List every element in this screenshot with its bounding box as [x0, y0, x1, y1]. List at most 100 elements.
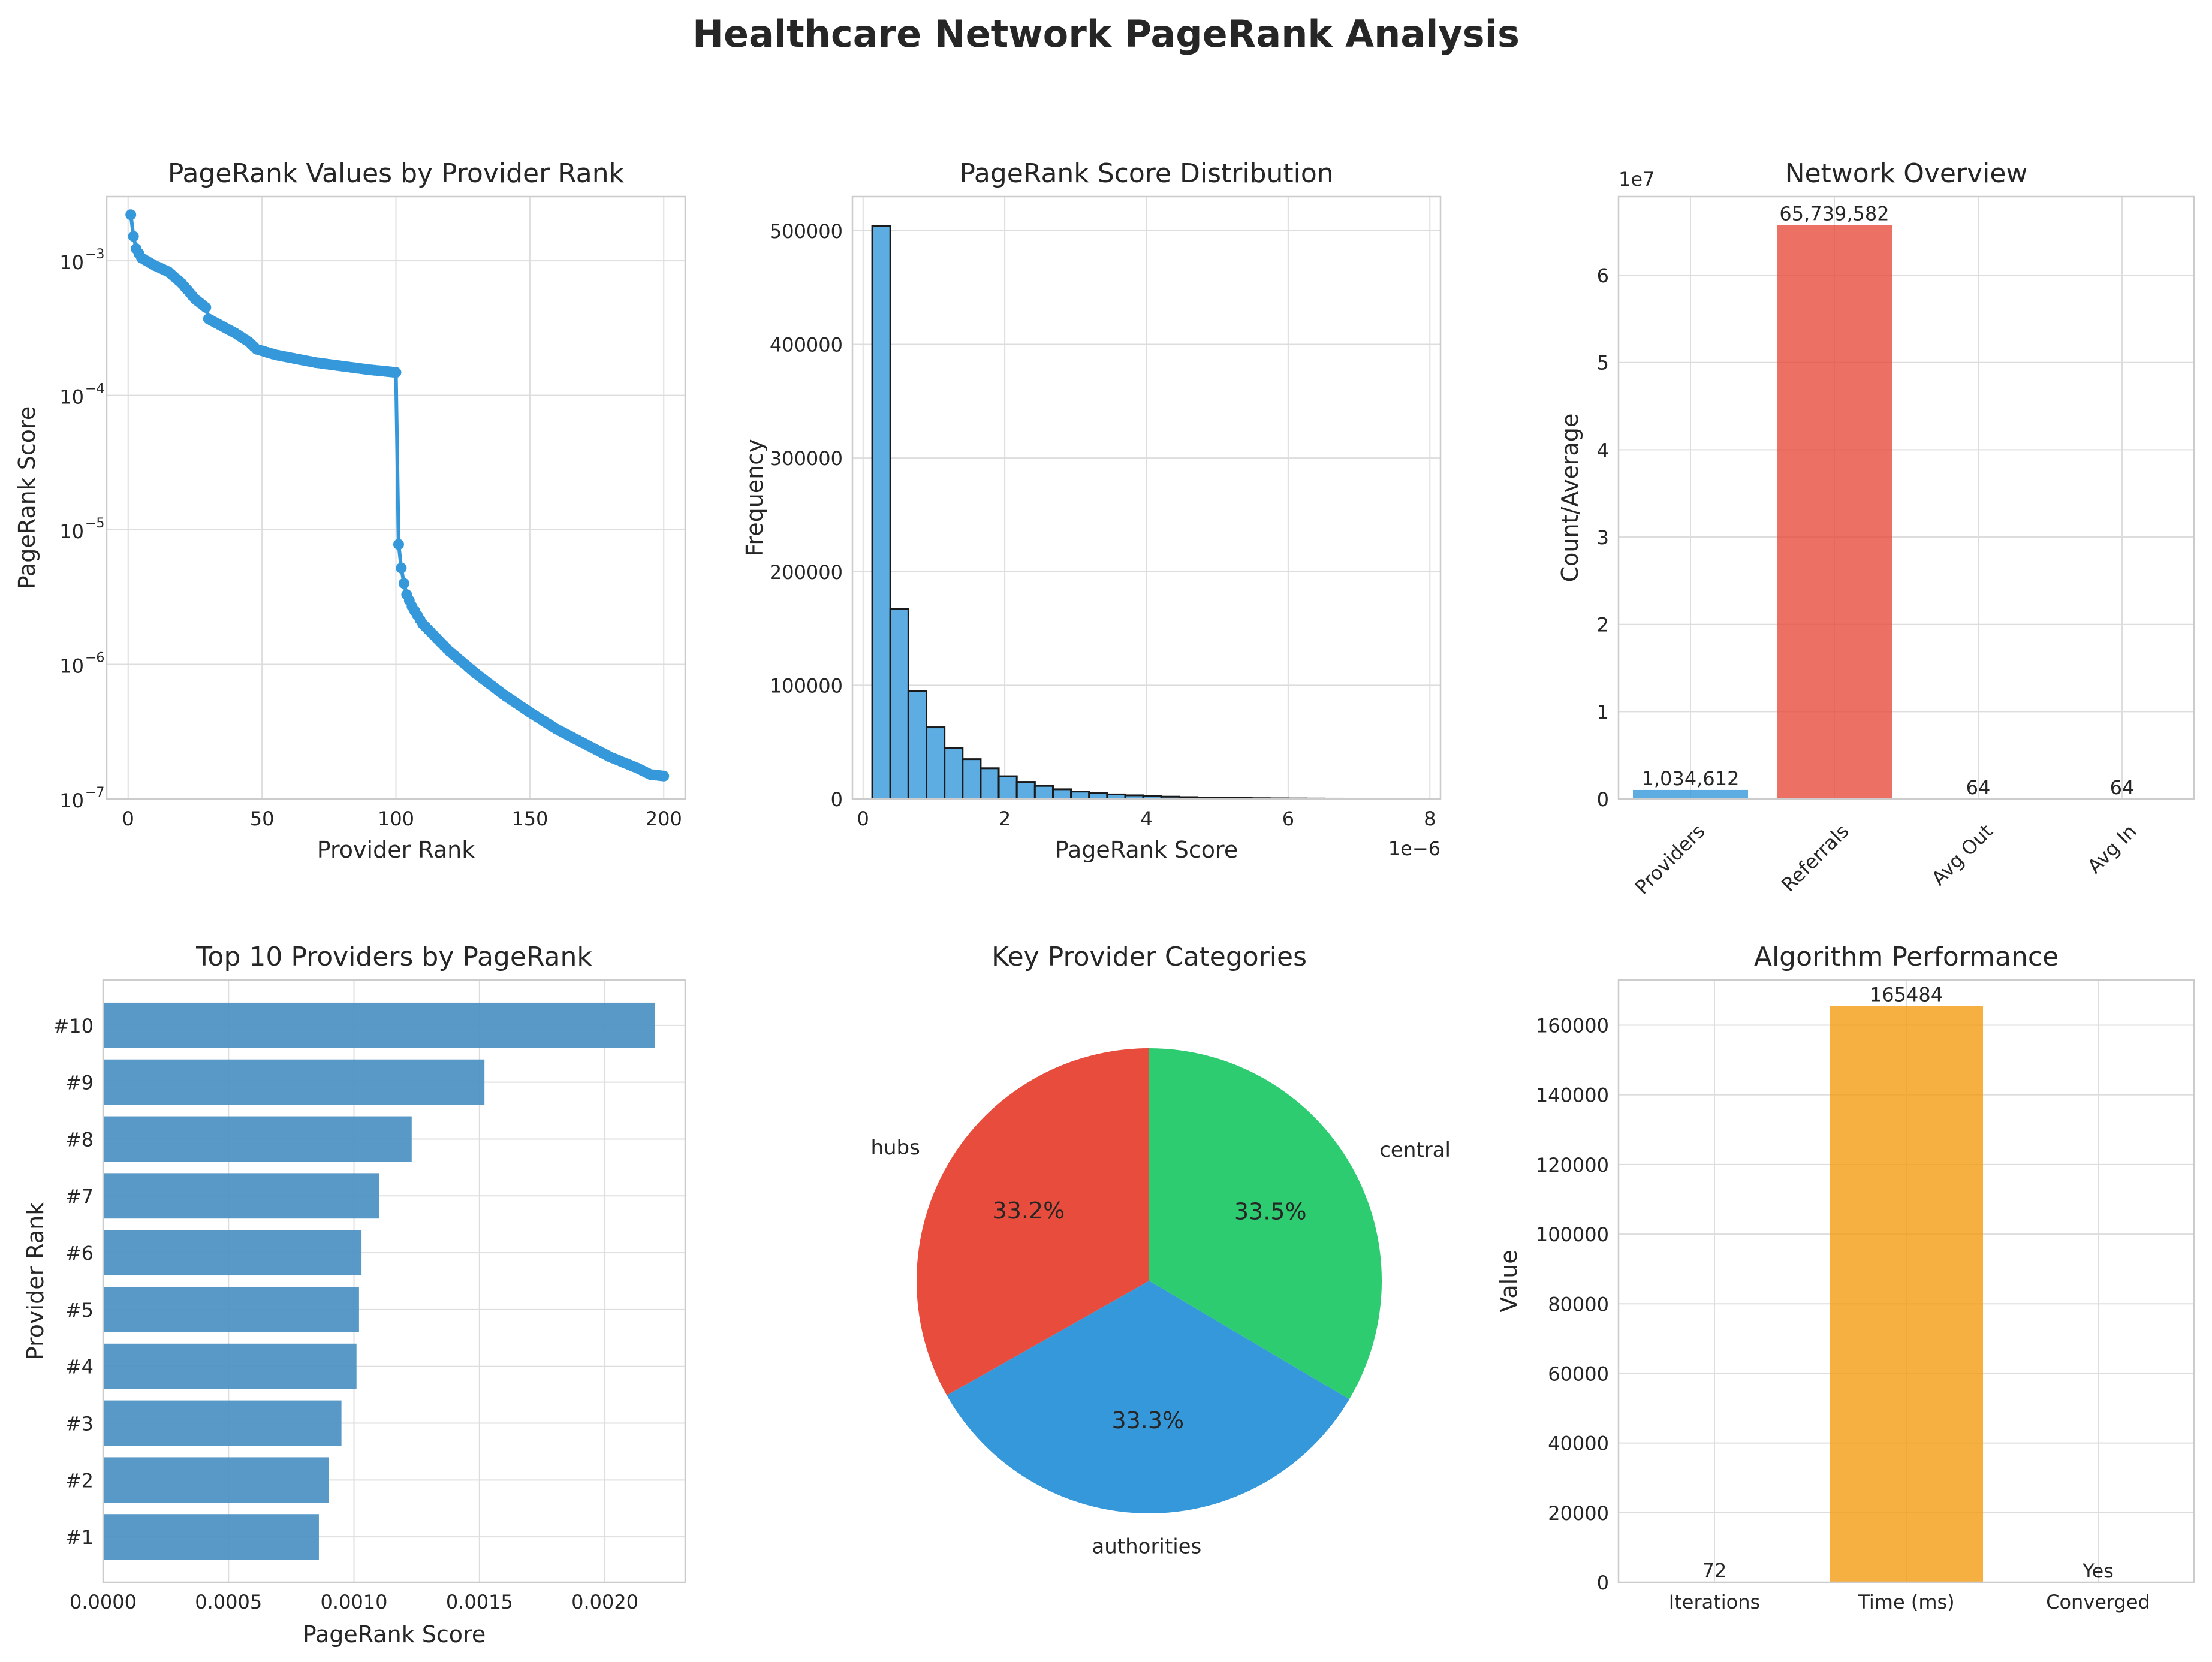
- y-tick-exponent: −5: [85, 516, 104, 531]
- y-tick-label: 120000: [1536, 1154, 1609, 1177]
- x-axis-label: Provider Rank: [317, 837, 475, 863]
- x-tick-label: Providers: [1631, 820, 1710, 899]
- pie-label: authorities: [1092, 1534, 1201, 1558]
- bar: [103, 1286, 359, 1332]
- y-tick-label: #9: [65, 1072, 94, 1094]
- bar: [1777, 225, 1892, 799]
- bar: [103, 1400, 342, 1446]
- panel-provider-categories: hubs 33.2% authorities 33.3% central 33.5% Key…: [870, 942, 1451, 1558]
- y-tick-label: 160000: [1536, 1015, 1609, 1037]
- y-tick-exponent: −6: [85, 651, 104, 666]
- bar: [1830, 1006, 1983, 1582]
- x-tick-label: 4: [1140, 807, 1152, 830]
- x-tick-label: Avg In: [2083, 820, 2141, 878]
- axes-frame: [851, 195, 1442, 800]
- axes-frame: [102, 979, 686, 1583]
- pie-slice: [947, 1281, 1349, 1513]
- y-axis-label: Value: [1496, 1250, 1522, 1312]
- panel-top10-providers: #1 #2 #3 #4 #5 #6 #7 #8 #9 #10 0.0000 0.0005 0.0010 0…: [22, 942, 686, 1648]
- y-tick-label: 10: [59, 789, 84, 812]
- y-tick-label: #8: [65, 1128, 94, 1151]
- x-offset-text: 1e−6: [1388, 837, 1440, 860]
- figure-title: Healthcare Network PageRank Analysis: [692, 12, 1520, 56]
- histogram-bar: [926, 726, 946, 800]
- y-tick-label: 10: [59, 655, 84, 678]
- data-point: [125, 209, 137, 221]
- y-tick-label: #7: [65, 1185, 94, 1208]
- bar: [103, 1514, 319, 1560]
- data-point: [396, 562, 407, 574]
- histogram-bar: [997, 775, 1018, 800]
- y-tick-label: 500000: [770, 220, 843, 243]
- x-tick-label: 0.0015: [446, 1591, 513, 1613]
- bar-value-label: Yes: [2082, 1560, 2114, 1582]
- y-tick-label: 140000: [1536, 1084, 1609, 1107]
- x-tick-label: Converged: [2046, 1591, 2150, 1613]
- panel-title: Network Overview: [1785, 158, 2028, 189]
- pie-percent-label: 33.3%: [1111, 1407, 1184, 1434]
- y-tick-label: 4: [1597, 439, 1609, 462]
- axes-frame: [106, 195, 686, 800]
- pie-percent-label: 33.5%: [1234, 1199, 1307, 1225]
- y-tick-exponent: −3: [85, 247, 104, 262]
- y-tick-label: 2: [1597, 614, 1609, 637]
- y-tick-label: 6: [1597, 264, 1609, 287]
- x-tick-label: 0.0010: [321, 1591, 388, 1613]
- panel-title: PageRank Values by Provider Rank: [168, 158, 625, 189]
- pie-label: central: [1379, 1138, 1451, 1162]
- histogram-bar: [1051, 788, 1072, 800]
- x-tick-label: 0.0000: [70, 1591, 137, 1613]
- x-tick-label: 0.0005: [195, 1591, 262, 1613]
- y-tick-label: 0: [1597, 1571, 1609, 1594]
- y-tick-label: 300000: [770, 447, 843, 470]
- y-axis-label: Count/Average: [1557, 414, 1583, 583]
- x-tick-label: 2: [999, 807, 1011, 830]
- bar-value-label: 65,739,582: [1779, 202, 1889, 225]
- y-tick-label: 0: [1597, 788, 1609, 811]
- x-tick-label: 6: [1282, 807, 1294, 830]
- y-tick-label: #1: [65, 1526, 94, 1549]
- histogram-bar: [944, 747, 964, 800]
- x-tick-label: 150: [511, 807, 548, 830]
- y-tick-label: 1: [1597, 701, 1609, 723]
- y-offset-text: 1e7: [1619, 168, 1655, 191]
- y-tick-exponent: −7: [85, 785, 104, 800]
- x-tick-label: Iterations: [1669, 1591, 1760, 1613]
- y-tick-label: 3: [1597, 526, 1609, 549]
- y-tick-label: 100000: [770, 674, 843, 697]
- panel-network-overview: 1,034,612 65,739,582 64 64 0 1 2 3 4 5 6 1e7 Provide…: [1557, 158, 2195, 899]
- y-tick-label: #4: [65, 1356, 94, 1379]
- y-tick-label: #3: [65, 1413, 94, 1435]
- panel-algorithm-performance: 72 Iterations 165484 Time (ms) Yes Converged 0…: [1496, 942, 2195, 1613]
- x-tick-label: 100: [378, 807, 414, 830]
- data-point: [200, 301, 212, 313]
- y-tick-label: 5: [1597, 352, 1609, 375]
- data-point: [658, 770, 670, 782]
- bar: [103, 1059, 485, 1105]
- histogram-bar: [1033, 785, 1054, 800]
- panel-title: Algorithm Performance: [1754, 942, 2059, 972]
- pie-percent-label: 33.2%: [993, 1198, 1065, 1224]
- pie-slice: [916, 1048, 1149, 1396]
- y-tick-label: 10: [59, 520, 84, 543]
- data-point: [398, 578, 409, 589]
- bar: [103, 1230, 362, 1276]
- y-tick-label: 200000: [770, 561, 843, 584]
- x-tick-label: 8: [1424, 807, 1436, 830]
- y-tick-label: 0: [831, 788, 843, 811]
- histogram-bar: [1070, 791, 1090, 800]
- series-line: [397, 544, 664, 778]
- histogram-bar: [962, 758, 982, 800]
- y-tick-label: #5: [65, 1299, 94, 1322]
- x-axis-label: PageRank Score: [1055, 837, 1238, 863]
- x-tick-label: Referrals: [1777, 820, 1854, 897]
- bar: [103, 1173, 379, 1219]
- bar-value-label: 1,034,612: [1642, 767, 1740, 790]
- x-tick-label: Avg Out: [1927, 820, 1997, 890]
- x-tick-label: 50: [250, 807, 275, 830]
- bar-value-label: 64: [1966, 776, 1991, 799]
- histogram-bar: [907, 690, 928, 800]
- y-tick-label: 400000: [770, 334, 843, 357]
